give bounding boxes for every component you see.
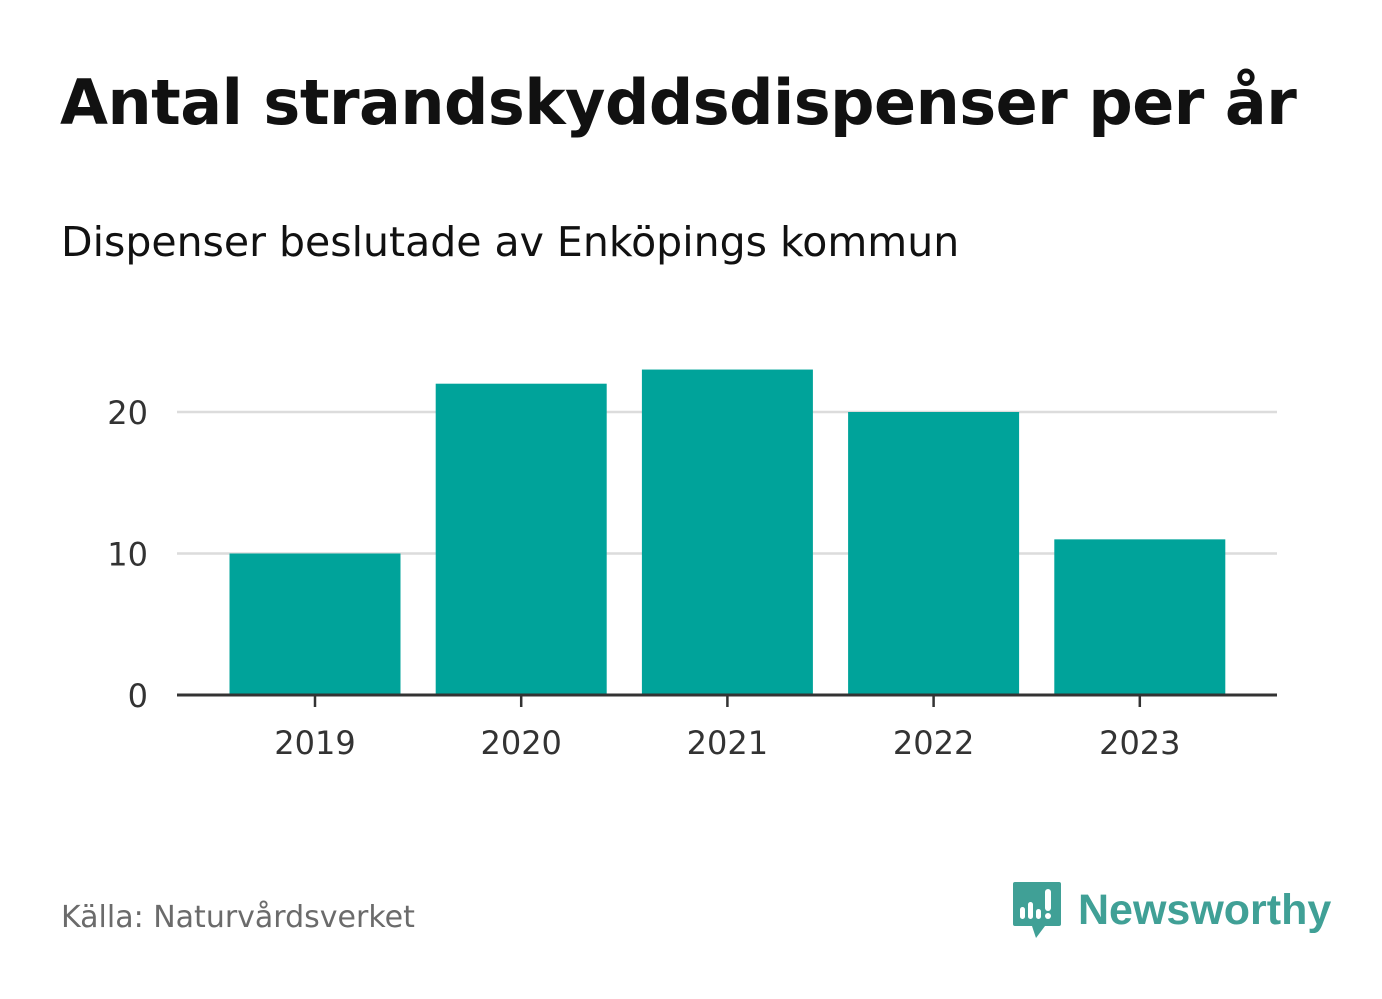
- newsworthy-logo-text: Newsworthy: [1078, 885, 1332, 934]
- bar-2023: [1054, 539, 1226, 695]
- x-tick-label: 2020: [480, 724, 561, 762]
- x-tick-label: 2022: [893, 724, 974, 762]
- x-tick-label: 2019: [274, 724, 355, 762]
- source-note: Källa: Naturvårdsverket: [61, 900, 415, 935]
- y-tick-label: 10: [107, 536, 148, 574]
- x-tick-label: 2021: [687, 724, 768, 762]
- bar-2021: [641, 369, 813, 695]
- y-tick-label: 20: [107, 394, 148, 432]
- bar-2020: [435, 383, 607, 695]
- newsworthy-logo-icon: [1013, 882, 1061, 938]
- bar-2022: [848, 412, 1020, 695]
- x-tick-label: 2023: [1099, 724, 1180, 762]
- newsworthy-logo: Newsworthy: [1012, 880, 1331, 940]
- bar-2019: [229, 553, 401, 695]
- y-tick-label: 0: [128, 677, 148, 715]
- chart-title: Antal strandskyddsdispenser per år: [60, 66, 1297, 139]
- chart-subtitle: Dispenser beslutade av Enköpings kommun: [61, 218, 960, 266]
